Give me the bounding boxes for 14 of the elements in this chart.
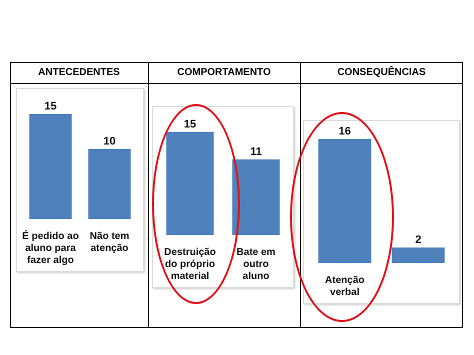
x-tick-label: Destruição do próprio material <box>164 246 216 282</box>
data-label: 11 <box>250 146 262 158</box>
chart-title: CONSEQUÊNCIAS <box>336 65 427 80</box>
data-label: 15 <box>44 100 57 113</box>
x-tick-label: Atenção verbal <box>325 274 364 298</box>
data-label: 10 <box>103 136 116 148</box>
data-label: 15 <box>184 118 196 130</box>
x-tick-label: É pedido ao aluno para fazer algo <box>22 230 79 266</box>
data-label: 2 <box>415 234 422 246</box>
data-label: 16 <box>338 126 351 138</box>
x-tick-label: Bate em outro aluno <box>236 246 276 282</box>
chart-title: ANTECEDENTES <box>37 66 121 80</box>
chart-title: COMPORTAMENTO <box>176 66 272 80</box>
x-tick-label: Não tem atenção <box>90 230 130 254</box>
